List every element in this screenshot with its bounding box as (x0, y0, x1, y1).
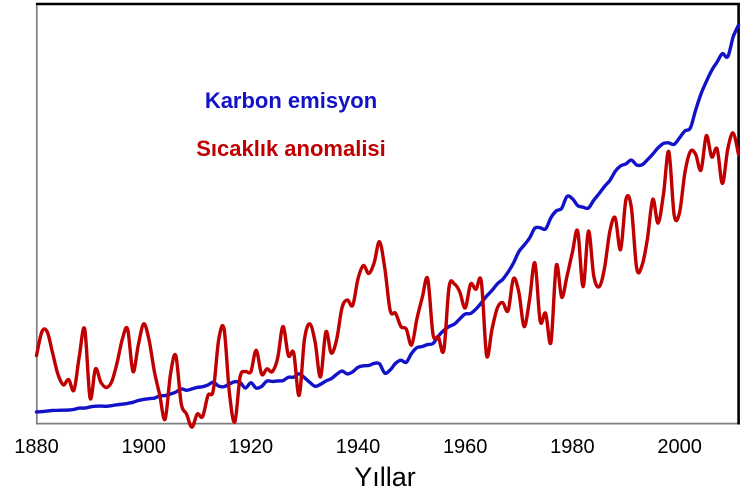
x-tick-1960: 1960 (442, 436, 488, 458)
carbon-emission-line (34, 23, 741, 414)
legend-karbon-emisyon: Karbon emisyon (204, 88, 378, 113)
x-tick-1920: 1920 (228, 436, 274, 458)
legend-sicaklik-anomalisi: Sıcaklık anomalisi (196, 136, 386, 161)
x-tick-1900: 1900 (121, 436, 166, 458)
x-axis-tick-labels: 1880 1900 1920 1940 1960 1980 2000 (0, 436, 754, 462)
x-tick-2000: 2000 (657, 436, 702, 458)
x-tick-1980: 1980 (550, 436, 595, 458)
x-tick-1880: 1880 (14, 436, 59, 458)
x-axis-title: Yıllar (354, 462, 416, 492)
temperature-anomaly-line (34, 131, 741, 429)
x-tick-1940: 1940 (335, 436, 381, 458)
